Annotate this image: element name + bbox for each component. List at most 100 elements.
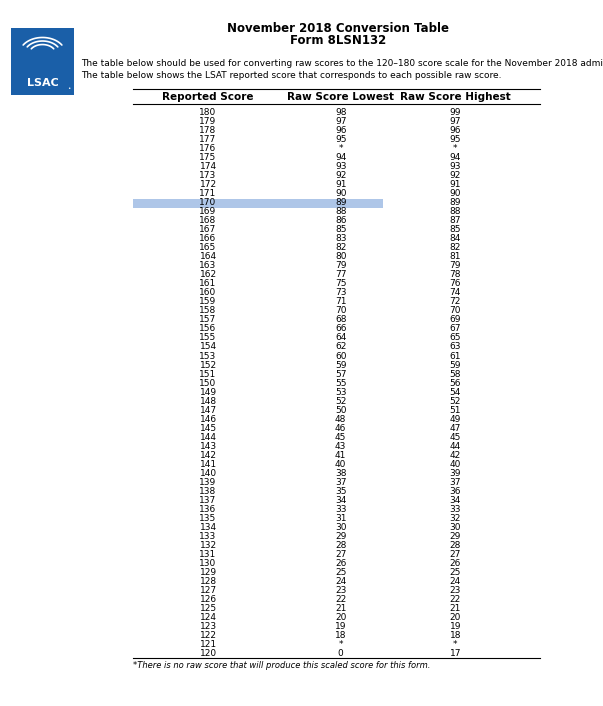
Text: 22: 22 [450, 594, 461, 604]
Text: 94: 94 [450, 153, 461, 162]
Text: 172: 172 [200, 181, 216, 189]
Text: 72: 72 [450, 297, 461, 306]
Text: 159: 159 [200, 297, 216, 306]
Text: 25: 25 [450, 568, 461, 577]
Text: 25: 25 [335, 568, 346, 577]
Text: 61: 61 [449, 352, 461, 361]
Text: 82: 82 [450, 244, 461, 253]
Text: 70: 70 [449, 306, 461, 316]
Text: 130: 130 [200, 558, 216, 568]
Text: 160: 160 [200, 289, 216, 297]
Text: 147: 147 [200, 405, 216, 414]
Text: 37: 37 [335, 477, 347, 486]
Text: 19: 19 [335, 621, 347, 630]
Text: 163: 163 [200, 261, 216, 270]
Text: 97: 97 [449, 117, 461, 126]
Text: Raw Score Highest: Raw Score Highest [400, 92, 511, 102]
Text: 125: 125 [200, 604, 216, 613]
Text: 134: 134 [200, 522, 216, 532]
Text: 145: 145 [200, 424, 216, 433]
Text: 28: 28 [450, 541, 461, 549]
Text: 29: 29 [450, 532, 461, 541]
Text: 57: 57 [335, 369, 347, 378]
Text: 69: 69 [449, 316, 461, 325]
Text: 35: 35 [335, 486, 347, 496]
Text: 27: 27 [450, 549, 461, 558]
Text: 50: 50 [335, 405, 347, 414]
Text: 95: 95 [335, 136, 347, 145]
Text: Raw Score Lowest: Raw Score Lowest [287, 92, 394, 102]
Text: 62: 62 [335, 342, 346, 352]
Text: 82: 82 [335, 244, 346, 253]
Text: 95: 95 [449, 136, 461, 145]
Text: 59: 59 [335, 361, 347, 369]
Text: •: • [68, 86, 71, 91]
Text: 90: 90 [449, 189, 461, 198]
Text: 74: 74 [450, 289, 461, 297]
Text: 97: 97 [335, 117, 347, 126]
Text: 91: 91 [335, 181, 347, 189]
Text: The table below shows the LSAT reported score that corresponds to each possible : The table below shows the LSAT reported … [81, 71, 502, 80]
Text: 158: 158 [200, 306, 216, 316]
Text: 63: 63 [449, 342, 461, 352]
Text: LSAC: LSAC [27, 78, 58, 88]
Text: 88: 88 [335, 208, 347, 217]
Text: 88: 88 [449, 208, 461, 217]
Text: 33: 33 [449, 505, 461, 513]
Text: 32: 32 [450, 513, 461, 522]
Text: Form 8LSN132: Form 8LSN132 [289, 35, 386, 47]
Text: 177: 177 [200, 136, 216, 145]
Text: 129: 129 [200, 568, 216, 577]
Text: 24: 24 [335, 577, 346, 585]
Text: 92: 92 [335, 172, 346, 181]
Text: *There is no raw score that will produce this scaled score for this form.: *There is no raw score that will produce… [133, 661, 430, 670]
Text: 90: 90 [335, 189, 347, 198]
Text: 171: 171 [200, 189, 216, 198]
Text: 164: 164 [200, 253, 216, 261]
Text: 48: 48 [335, 414, 346, 424]
Text: 40: 40 [450, 460, 461, 469]
Text: November 2018 Conversion Table: November 2018 Conversion Table [227, 22, 449, 35]
Text: 38: 38 [335, 469, 347, 477]
Text: 86: 86 [335, 217, 347, 225]
Text: 34: 34 [335, 496, 346, 505]
Text: 49: 49 [450, 414, 461, 424]
Text: 23: 23 [335, 585, 346, 594]
Text: 155: 155 [200, 333, 216, 342]
Text: 99: 99 [449, 109, 461, 117]
Text: *: * [338, 145, 343, 153]
Text: 47: 47 [450, 424, 461, 433]
Text: 136: 136 [200, 505, 216, 513]
Text: 83: 83 [335, 234, 347, 244]
Text: 180: 180 [200, 109, 216, 117]
Text: 156: 156 [200, 325, 216, 333]
Text: 157: 157 [200, 316, 216, 325]
Text: Reported Score: Reported Score [162, 92, 254, 102]
Text: 71: 71 [335, 297, 347, 306]
Text: 81: 81 [449, 253, 461, 261]
Text: 45: 45 [450, 433, 461, 441]
Text: 73: 73 [335, 289, 347, 297]
Text: 30: 30 [335, 522, 347, 532]
Text: 173: 173 [200, 172, 216, 181]
Text: 122: 122 [200, 630, 216, 640]
Text: 139: 139 [200, 477, 216, 486]
Text: 170: 170 [200, 198, 216, 208]
Text: 176: 176 [200, 145, 216, 153]
Text: 34: 34 [450, 496, 461, 505]
Text: 0: 0 [338, 649, 344, 657]
Text: 150: 150 [200, 378, 216, 388]
Text: 127: 127 [200, 585, 216, 594]
Text: 44: 44 [450, 441, 461, 450]
Text: 151: 151 [200, 369, 216, 378]
Text: 59: 59 [449, 361, 461, 369]
Text: 161: 161 [200, 280, 216, 289]
Text: 31: 31 [335, 513, 347, 522]
Text: 28: 28 [335, 541, 346, 549]
Text: 53: 53 [335, 388, 347, 397]
Text: *: * [453, 145, 458, 153]
Text: The table below should be used for converting raw scores to the 120–180 score sc: The table below should be used for conve… [81, 59, 603, 68]
Text: 68: 68 [335, 316, 347, 325]
Text: 143: 143 [200, 441, 216, 450]
Text: 45: 45 [335, 433, 346, 441]
